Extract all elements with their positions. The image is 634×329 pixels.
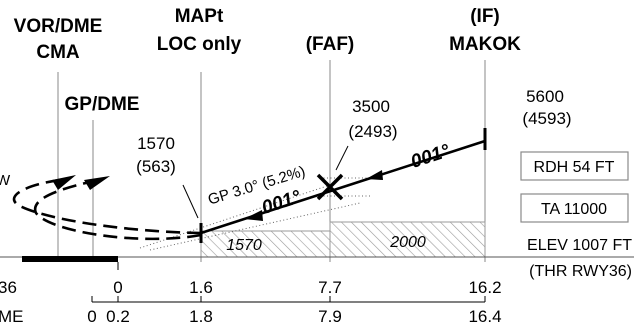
faf-altitude-leader xyxy=(335,145,349,171)
approach-arrowhead-1 xyxy=(366,170,383,180)
vor-dme-label-line1: VOR/DME xyxy=(14,16,103,37)
makok-altitude: 5600 xyxy=(526,87,564,106)
mapt-altitude: 1570 xyxy=(137,134,175,153)
mapt-label-line1: MAPt xyxy=(175,6,224,27)
scale1-label-0: 0 xyxy=(113,278,122,297)
minimum-altitude-block-1570 xyxy=(200,230,331,258)
rdh-box xyxy=(520,151,629,181)
partial-text-me: ME xyxy=(0,307,24,326)
makok-height: (4593) xyxy=(522,109,571,128)
faf-height: (2493) xyxy=(348,122,397,141)
mapt-altitude-leader xyxy=(182,184,199,219)
scale1-label-3: 16.2 xyxy=(468,278,501,297)
missed-approach-path-2 xyxy=(33,180,202,241)
scale2-label-0: 0 xyxy=(87,307,96,326)
gp-dme-label: GP/DME xyxy=(65,94,140,115)
missed-approach-arrowhead-1 xyxy=(52,175,76,190)
partial-text-w: W xyxy=(0,172,11,189)
if-label-line2: MAKOK xyxy=(449,34,521,55)
ta-box xyxy=(520,193,629,223)
elevation-label: ELEV 1007 FT xyxy=(527,237,632,254)
scale1-label-2: 7.7 xyxy=(318,278,342,297)
faf-label: (FAF) xyxy=(306,34,355,55)
if-label-line1: (IF) xyxy=(470,6,500,27)
vor-dme-label-line2: CMA xyxy=(36,42,80,63)
scale2-label-2: 1.8 xyxy=(189,307,213,326)
missed-approach-arrowhead-2 xyxy=(84,176,110,190)
minimum-altitude-block-2000 xyxy=(329,221,486,258)
missed-approach-path-1 xyxy=(12,178,202,235)
scale2-label-3: 7.9 xyxy=(318,307,342,326)
faf-cross-symbol xyxy=(316,173,344,201)
scale1-label-1: 1.6 xyxy=(189,278,213,297)
runway-bar xyxy=(22,256,118,262)
scale2-label-1: 0.2 xyxy=(106,307,130,326)
ta-text: TA 11000 xyxy=(541,201,607,218)
rdh-text: RDH 54 FT xyxy=(534,159,615,176)
faf-altitude: 3500 xyxy=(352,97,390,116)
threshold-label: (THR RWY36) xyxy=(529,263,632,280)
minimum-altitude-2000: 2000 xyxy=(389,234,426,251)
mapt-height: (563) xyxy=(136,157,176,176)
partial-text-36: 36 xyxy=(0,278,17,297)
minimum-altitude-1570: 1570 xyxy=(226,237,262,254)
inbound-course-label-1: 001° xyxy=(408,141,452,173)
approach-arrowhead-2 xyxy=(244,210,263,221)
glidepath-dotted-line-2 xyxy=(149,202,361,251)
mapt-label-line2: LOC only xyxy=(157,34,242,55)
scale2-label-4: 16.4 xyxy=(468,307,501,326)
